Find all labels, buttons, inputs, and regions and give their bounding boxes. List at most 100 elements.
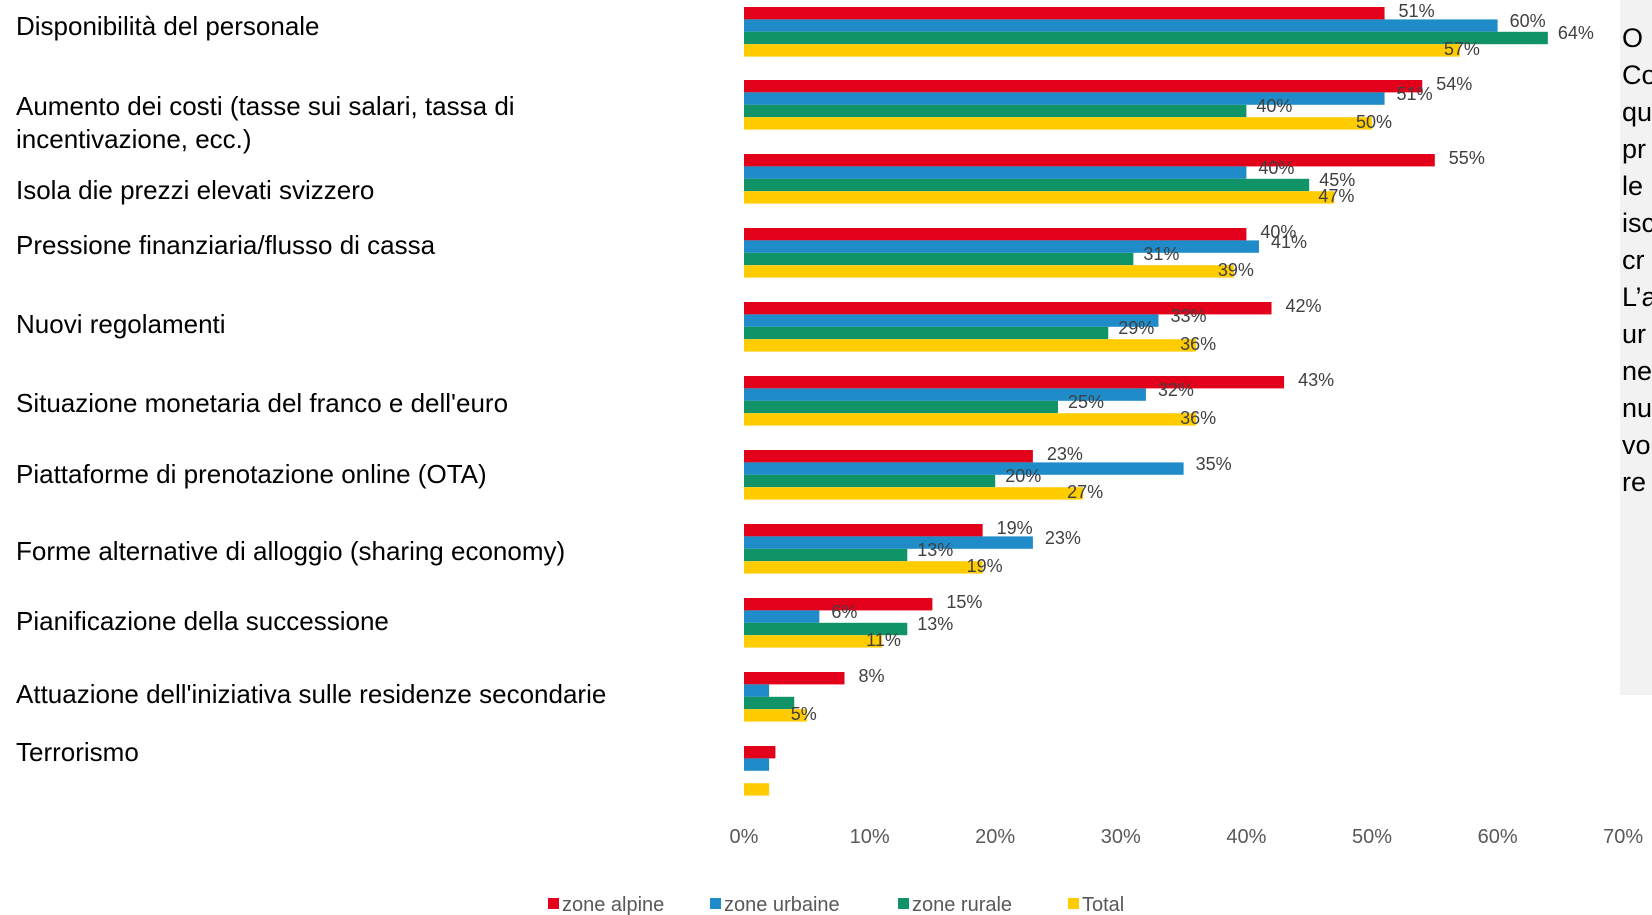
bar	[744, 7, 1385, 20]
data-label: 32%	[1158, 380, 1194, 400]
data-label: 47%	[1318, 186, 1354, 206]
side-text-line: Co	[1622, 60, 1652, 90]
data-label: 36%	[1180, 334, 1216, 354]
data-label: 51%	[1399, 1, 1435, 21]
x-tick-label: 0%	[730, 826, 759, 848]
x-tick-label: 70%	[1603, 826, 1643, 848]
data-label: 33%	[1170, 306, 1206, 326]
side-text-line: L’a	[1622, 282, 1652, 312]
side-text-line: isc	[1622, 208, 1652, 238]
category-label: Nuovi regolamenti	[16, 309, 226, 339]
side-text-block: O Co qu pr le isc cr L’a ur ne nu vo re	[1622, 20, 1652, 501]
bar	[744, 561, 983, 574]
bar	[744, 92, 1385, 105]
data-label: 39%	[1218, 260, 1254, 280]
data-label: 8%	[858, 666, 884, 686]
category-label: Disponibilità del personale	[16, 11, 320, 41]
x-tick-label: 20%	[975, 826, 1015, 848]
legend-label: zone rurale	[912, 894, 1012, 915]
bar	[744, 462, 1184, 475]
data-label: 43%	[1298, 370, 1334, 390]
bar	[744, 388, 1146, 401]
bar	[744, 746, 776, 759]
data-label: 64%	[1558, 23, 1594, 43]
data-label: 19%	[997, 518, 1033, 538]
category-label: Isola die prezzi elevati svizzero	[16, 175, 374, 205]
bar	[744, 31, 1548, 45]
data-label: 27%	[1067, 482, 1103, 502]
x-tick-label: 10%	[850, 826, 890, 848]
bar	[744, 622, 908, 636]
bar	[744, 314, 1159, 327]
data-label: 15%	[946, 592, 982, 612]
data-label: 29%	[1118, 318, 1154, 338]
side-text-line: le	[1622, 171, 1644, 201]
bar	[744, 376, 1285, 389]
bar	[744, 672, 845, 685]
bar	[744, 487, 1084, 500]
bar	[744, 191, 1335, 204]
legend-swatch	[1068, 898, 1079, 909]
data-label: 36%	[1180, 408, 1216, 428]
data-label: 51%	[1397, 84, 1433, 104]
data-label: 23%	[1045, 528, 1081, 548]
bar	[744, 44, 1460, 57]
bar	[744, 524, 983, 537]
bar	[744, 326, 1109, 340]
x-tick-label: 40%	[1226, 826, 1266, 848]
bar	[744, 19, 1498, 32]
category-label: Pianificazione della successione	[16, 606, 389, 636]
bar	[744, 166, 1247, 179]
bar	[744, 548, 908, 562]
bar	[744, 228, 1247, 241]
category-label: Pressione finanziaria/flusso di cassa	[16, 230, 436, 260]
legend-label: zone alpine	[562, 894, 664, 915]
legend-swatch	[898, 898, 909, 909]
bar	[744, 758, 770, 771]
data-label: 40%	[1260, 222, 1296, 242]
bar	[744, 339, 1197, 352]
bar	[744, 413, 1197, 426]
category-labels: Disponibilità del personale Aumento dei c…	[16, 11, 606, 767]
bar	[744, 302, 1272, 315]
data-label: 40%	[1258, 158, 1294, 178]
legend: zone alpine zone urbaine zone rurale Total	[548, 894, 1124, 915]
data-labels: 51% 60%64%57%54%51%40%50%55%40%45%47%40%4…	[791, 1, 1594, 724]
legend-swatch	[710, 898, 721, 909]
side-text-panel	[1620, 0, 1652, 695]
bar	[744, 709, 807, 722]
category-label: Aumento dei costi (tasse sui salari, tas…	[16, 91, 515, 121]
data-label: 6%	[831, 602, 857, 622]
data-label: 55%	[1449, 148, 1485, 168]
data-label: 20%	[1005, 466, 1041, 486]
bar	[744, 178, 1310, 192]
data-label: 57%	[1444, 39, 1480, 59]
data-label: 60%	[1510, 11, 1546, 31]
bar	[744, 536, 1033, 549]
data-label: 13%	[917, 540, 953, 560]
side-text-line: vo	[1622, 430, 1651, 460]
bar	[744, 610, 820, 623]
x-tick-label: 30%	[1101, 826, 1141, 848]
bar	[744, 265, 1234, 278]
side-text-line: ur	[1622, 319, 1647, 349]
side-text-line: O	[1622, 23, 1644, 53]
bar	[744, 252, 1134, 266]
bar	[744, 635, 883, 648]
legend-label: zone urbaine	[724, 894, 840, 915]
data-label: 45%	[1319, 170, 1355, 190]
x-axis-ticks: 0% 10% 20% 30% 40% 50% 60% 70%	[730, 826, 1644, 848]
side-text-line: nu	[1622, 393, 1652, 423]
bar	[744, 240, 1259, 253]
category-label: Attuazione dell'iniziativa sulle residen…	[16, 679, 606, 709]
data-label: 31%	[1143, 244, 1179, 264]
data-label: 25%	[1068, 392, 1104, 412]
bar	[744, 450, 1033, 463]
x-tick-label: 60%	[1478, 826, 1518, 848]
data-label: 5%	[791, 704, 817, 724]
legend-swatch	[548, 898, 559, 909]
category-label: Situazione monetaria del franco e dell'e…	[16, 388, 508, 418]
bar	[744, 696, 795, 710]
data-label: 19%	[967, 556, 1003, 576]
